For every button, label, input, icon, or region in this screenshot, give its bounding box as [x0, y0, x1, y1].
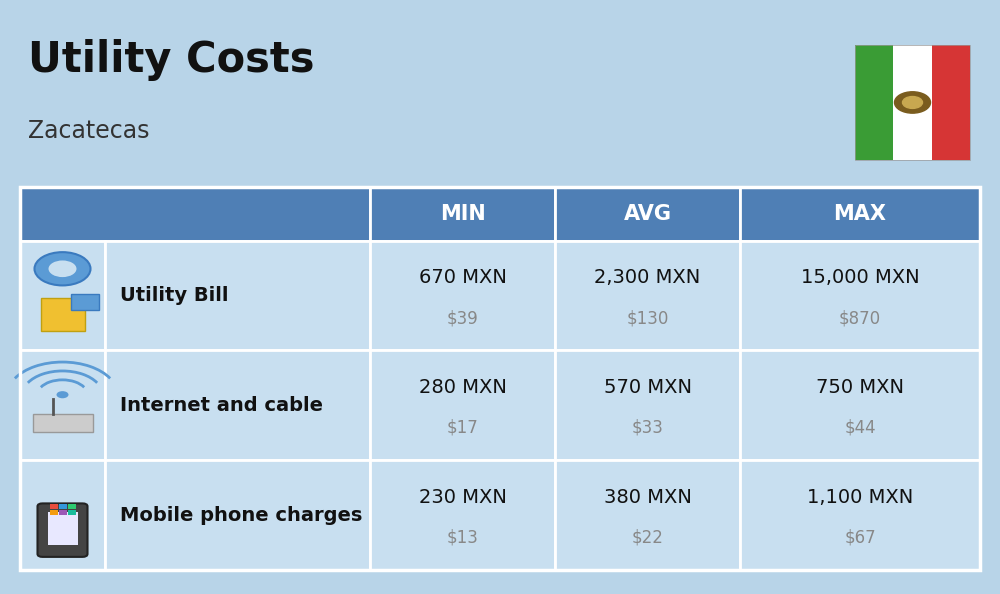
Bar	[48, 512, 78, 545]
Text: $870: $870	[839, 309, 881, 327]
Bar	[105, 460, 370, 570]
Bar	[20, 187, 980, 570]
Circle shape	[34, 252, 90, 285]
FancyBboxPatch shape	[38, 503, 88, 557]
Bar	[32, 414, 92, 432]
Text: Mobile phone charges: Mobile phone charges	[120, 506, 362, 525]
Text: AVG: AVG	[624, 204, 672, 224]
Bar	[370, 241, 555, 350]
Bar	[105, 350, 370, 460]
Text: 230 MXN: 230 MXN	[419, 488, 506, 507]
Bar	[68, 504, 76, 509]
Text: 570 MXN: 570 MXN	[604, 378, 692, 397]
Bar	[105, 241, 370, 350]
Bar	[740, 460, 980, 570]
Bar	[50, 510, 58, 515]
Bar	[932, 45, 970, 160]
Bar	[740, 241, 980, 350]
Text: 380 MXN: 380 MXN	[604, 488, 691, 507]
Bar	[58, 504, 66, 509]
Bar	[370, 350, 555, 460]
Text: 2,300 MXN: 2,300 MXN	[594, 268, 701, 287]
Text: 15,000 MXN: 15,000 MXN	[801, 268, 919, 287]
Circle shape	[56, 391, 68, 398]
Text: Internet and cable: Internet and cable	[120, 396, 323, 415]
Bar	[68, 510, 76, 515]
Circle shape	[902, 96, 922, 108]
Bar	[20, 460, 105, 570]
Text: $67: $67	[844, 529, 876, 547]
Bar	[893, 45, 932, 160]
Bar	[58, 510, 66, 515]
Bar	[370, 187, 555, 241]
Text: $13: $13	[447, 529, 478, 547]
Text: MIN: MIN	[440, 204, 485, 224]
Text: Zacatecas: Zacatecas	[28, 119, 150, 143]
Text: $130: $130	[626, 309, 669, 327]
Bar	[50, 504, 58, 509]
Text: $22: $22	[632, 529, 663, 547]
Text: Utility Costs: Utility Costs	[28, 39, 314, 81]
Circle shape	[48, 260, 76, 277]
Text: 1,100 MXN: 1,100 MXN	[807, 488, 913, 507]
Bar	[740, 187, 980, 241]
Bar	[740, 350, 980, 460]
Bar	[370, 460, 555, 570]
Text: 750 MXN: 750 MXN	[816, 378, 904, 397]
Bar	[20, 350, 105, 460]
Text: 280 MXN: 280 MXN	[419, 378, 506, 397]
Bar	[555, 460, 740, 570]
Text: $39: $39	[447, 309, 478, 327]
Bar	[40, 298, 84, 331]
Bar	[855, 45, 893, 160]
Text: $17: $17	[447, 419, 478, 437]
Bar	[855, 45, 970, 160]
Bar	[20, 241, 105, 350]
Text: $44: $44	[844, 419, 876, 437]
Bar	[555, 241, 740, 350]
Circle shape	[895, 91, 930, 113]
Bar	[20, 187, 370, 241]
Bar	[555, 187, 740, 241]
Text: MAX: MAX	[834, 204, 887, 224]
Text: $33: $33	[632, 419, 663, 437]
Text: 670 MXN: 670 MXN	[419, 268, 506, 287]
Text: Utility Bill: Utility Bill	[120, 286, 228, 305]
Bar	[70, 293, 98, 310]
Bar	[555, 350, 740, 460]
